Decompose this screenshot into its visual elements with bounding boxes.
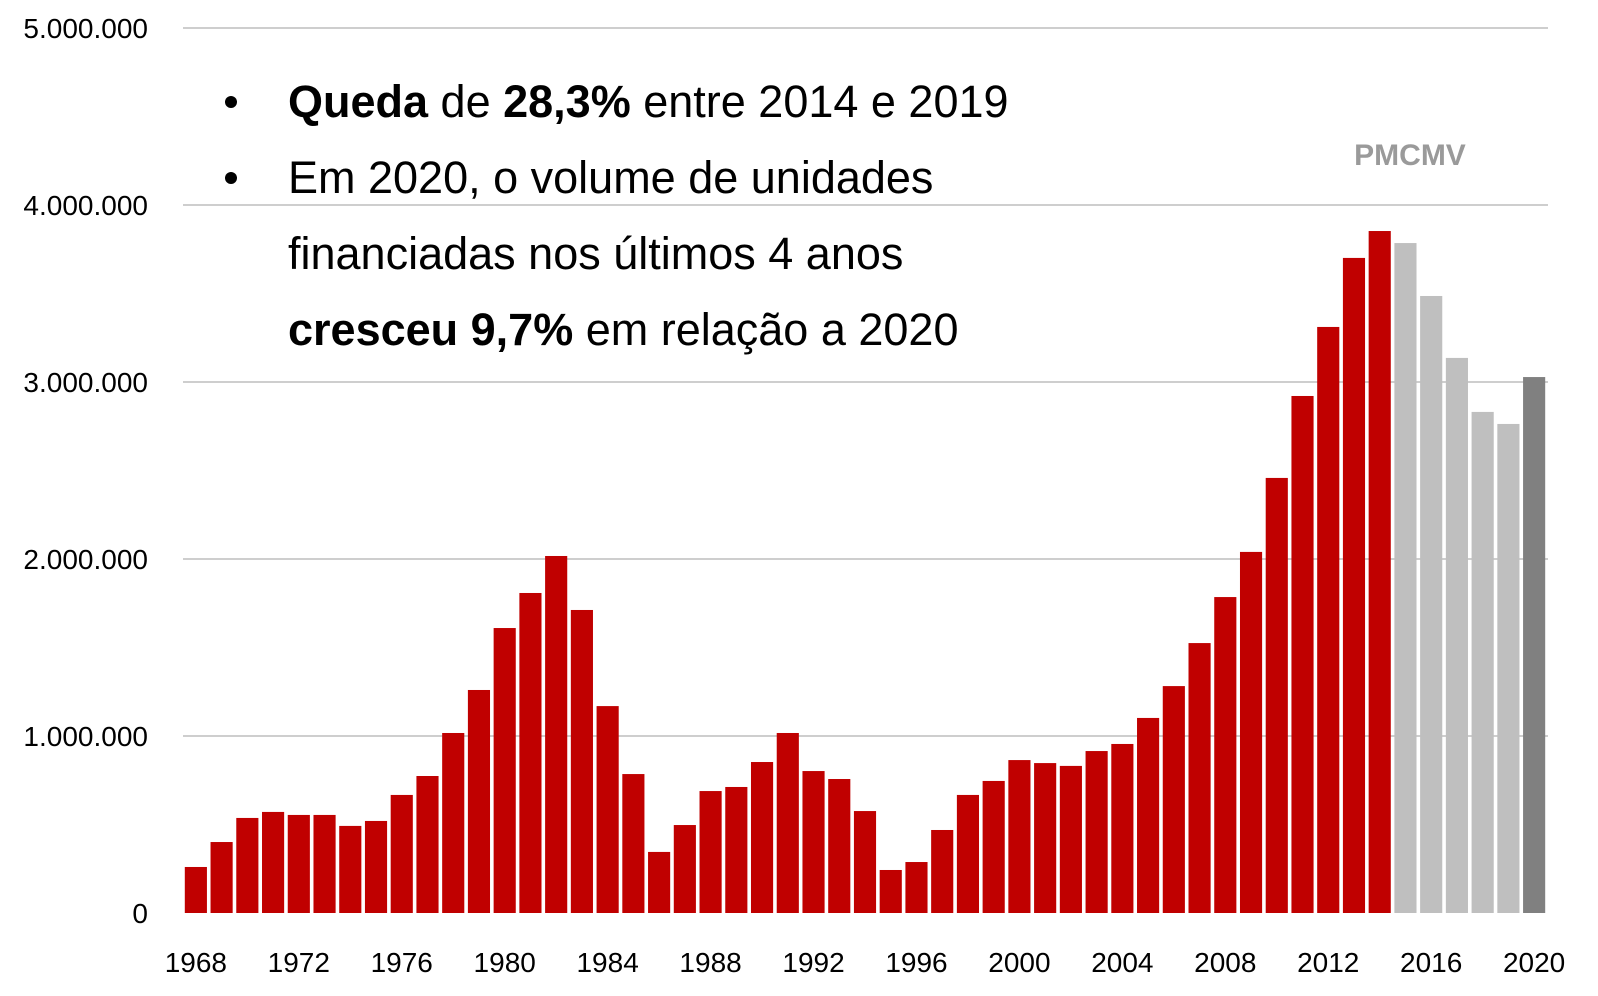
annotation-run: cresceu 9,7% [288,304,573,355]
x-tick-label: 1996 [885,947,947,978]
bar [879,869,902,913]
bar [1034,763,1057,913]
bar [673,825,696,913]
x-tick-label: 2000 [988,947,1050,978]
bar [596,706,619,913]
x-tick-label: 2012 [1297,947,1359,978]
bar [1085,751,1108,913]
y-tick-label: 1.000.000 [23,721,148,752]
bar [828,779,851,913]
annotation-run: financiadas nos últimos 4 anos [288,228,903,279]
bar [1008,760,1031,913]
bar [184,866,207,913]
bar [931,829,954,913]
x-tick-label: 2016 [1400,947,1462,978]
bar [1394,243,1417,913]
bar [776,732,799,913]
bar [210,842,233,913]
bar [1111,743,1134,913]
bar [390,794,413,913]
bar [262,811,285,913]
bullet [225,172,237,184]
bar [545,555,568,913]
x-tick-label: 1992 [782,947,844,978]
bar [905,862,928,913]
bar [1188,643,1211,913]
bar [802,771,825,913]
bar [648,851,671,913]
bar [956,794,980,913]
y-tick-label: 5.000.000 [23,13,148,44]
bar [467,689,491,913]
annotation-line: Em 2020, o volume de unidades [288,152,933,203]
x-tick-label: 1968 [165,947,227,978]
bar [1265,477,1288,913]
bar [1342,257,1366,914]
annotation-run: Em 2020, o volume de unidades [288,152,933,203]
bar [1291,395,1314,913]
bar [1137,717,1160,913]
bar [1497,423,1520,913]
annotation-line: financiadas nos últimos 4 anos [288,228,903,279]
annotation-line: Queda de 28,3% entre 2014 e 2019 [288,76,1009,127]
x-tick-label: 2008 [1194,947,1256,978]
bar [416,776,439,913]
bar [1523,377,1546,913]
bar [236,817,259,913]
bar [442,732,465,913]
y-tick-label: 0 [132,898,148,929]
bar [287,814,310,913]
bar [725,786,748,913]
bar [1214,597,1237,913]
x-tick-label: 1972 [268,947,330,978]
bar [853,811,877,913]
bar [1368,231,1391,914]
x-tick-label: 2020 [1503,947,1565,978]
bar [570,609,593,913]
bar [364,820,388,913]
note: PMCMV [1354,139,1466,172]
annotation-run: de [428,76,503,127]
bar [1162,686,1185,913]
bar [1317,326,1340,913]
bar [493,628,516,913]
bar [750,762,774,913]
bullet [225,96,237,108]
x-tick-label: 1988 [679,947,741,978]
annotation-run: Queda [288,76,429,127]
y-tick-label: 2.000.000 [23,544,148,575]
bar [313,814,336,913]
annotation-line: cresceu 9,7% em relação a 2020 [288,304,958,355]
bar [519,592,542,913]
bar [1445,357,1468,914]
bar [982,780,1005,913]
bar [1239,551,1263,913]
annotation-run: 28,3% [503,76,631,127]
x-tick-label: 1976 [371,947,433,978]
bar [1420,295,1443,913]
bar [1059,765,1082,913]
bar [339,825,362,913]
annotation-run: entre 2014 e 2019 [631,76,1009,127]
bar [622,774,645,913]
y-tick-label: 3.000.000 [23,367,148,398]
x-tick-label: 1984 [576,947,638,978]
x-tick-label: 2004 [1091,947,1153,978]
annotation-run: em relação a 2020 [573,304,958,355]
bar [1471,411,1494,913]
bar [699,791,722,913]
x-tick-label: 1980 [474,947,536,978]
y-tick-label: 4.000.000 [23,190,148,221]
